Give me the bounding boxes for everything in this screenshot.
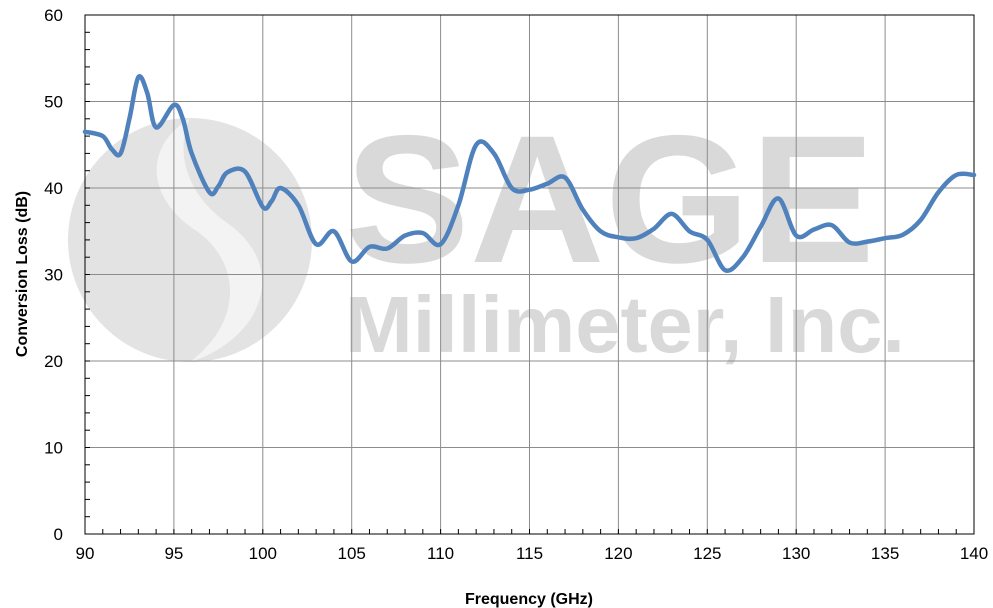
x-tick-label: 120 (604, 544, 632, 563)
x-tick-label: 105 (338, 544, 366, 563)
grid-lines (84, 14, 975, 535)
y-axis-title: Conversion Loss (dB) (14, 191, 31, 357)
x-tick-label: 130 (782, 544, 810, 563)
x-tick-label: 100 (249, 544, 277, 563)
y-tick-label: 0 (54, 525, 63, 544)
watermark-brand: SAGE (345, 97, 875, 301)
x-tick-label: 125 (693, 544, 721, 563)
series-line (82, 74, 977, 273)
x-tick-label: 135 (871, 544, 899, 563)
x-tick-labels: 90 95 100 105 110 115 120 125 130 135 140 (76, 544, 989, 563)
series-group (82, 74, 977, 273)
x-tick-label: 115 (516, 544, 543, 563)
y-tick-label: 50 (44, 93, 63, 112)
minor-ticks (84, 14, 975, 535)
y-tick-label: 60 (44, 6, 63, 25)
y-tick-labels: 0 10 20 30 40 50 60 (44, 6, 63, 544)
y-tick-label: 20 (44, 352, 63, 371)
y-tick-label: 30 (44, 266, 63, 285)
x-tick-label: 90 (76, 544, 95, 563)
sage-watermark: SAGE Millimeter, Inc. (68, 97, 905, 369)
y-tick-label: 10 (44, 439, 63, 458)
x-tick-label: 95 (164, 544, 183, 563)
watermark-company: Millimeter, Inc. (345, 280, 905, 369)
x-tick-label: 140 (960, 544, 988, 563)
sage-logo-swirl-icon (156, 118, 263, 362)
y-tick-label: 40 (44, 179, 63, 198)
x-tick-label: 110 (427, 544, 454, 563)
x-axis-title: Frequency (GHz) (465, 591, 593, 608)
